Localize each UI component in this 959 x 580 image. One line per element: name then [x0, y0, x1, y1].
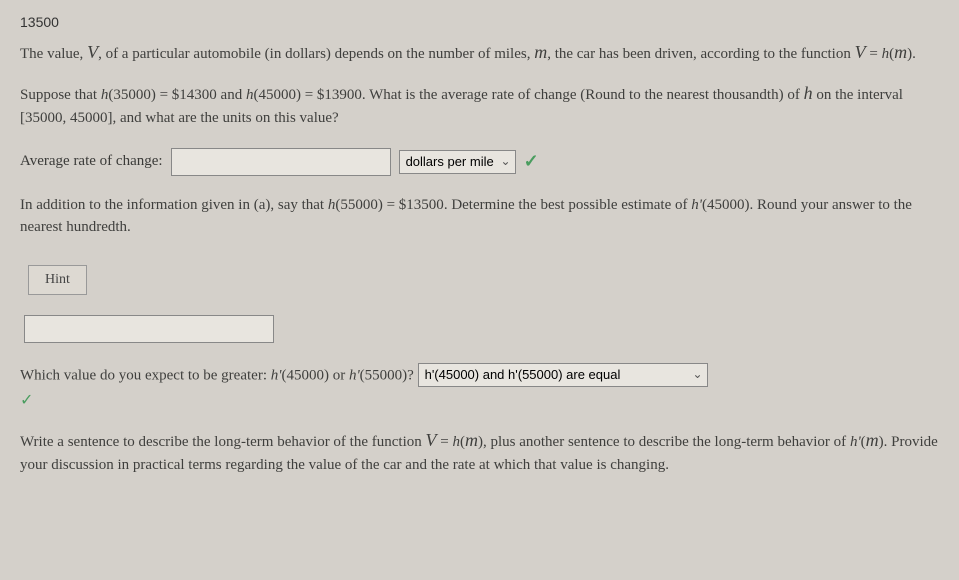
hprime-45000: h'(45000) — [691, 197, 749, 213]
avg-rate-label: Average rate of change: — [20, 150, 163, 173]
compare-text-1: Which value do you expect to be greater: — [20, 367, 271, 383]
compare-v2: h'(55000) — [349, 367, 407, 383]
addition-paragraph: In addition to the information given in … — [20, 194, 939, 239]
interval: [35000, 45000] — [20, 110, 113, 126]
fn-h45000: h(45000) = $13900 — [246, 87, 362, 103]
intro-text-2: , of a particular automobile (in dollars… — [98, 46, 534, 62]
intro-text-3: , the car has been driven, according to … — [547, 46, 854, 62]
longterm-hprime: h'(m) — [850, 434, 884, 450]
intro-text-4: . — [912, 46, 916, 62]
var-h: h — [804, 83, 813, 103]
longterm-eq: V = h(m) — [426, 434, 483, 450]
suppose-text-4: on the interval — [813, 87, 903, 103]
longterm-text-1: Write a sentence to describe the long-te… — [20, 434, 426, 450]
var-m: m — [534, 42, 547, 62]
compare-paragraph: Which value do you expect to be greater:… — [20, 363, 939, 413]
longterm-text-2: , plus another sentence to describe the … — [483, 434, 850, 450]
suppose-text-3: . What is the average rate of change (Ro… — [362, 87, 804, 103]
avg-rate-row: Average rate of change: dollars per mile… — [20, 148, 939, 176]
fn-h35000: h(35000) = $14300 — [101, 87, 217, 103]
suppose-paragraph: Suppose that h(35000) = $14300 and h(450… — [20, 80, 939, 130]
estimate-input[interactable] — [24, 315, 274, 343]
var-V: V — [87, 42, 98, 62]
suppose-text-5: , and what are the units on this value? — [113, 110, 339, 126]
addition-text-1: In addition to the information given in … — [20, 197, 328, 213]
longterm-paragraph: Write a sentence to describe the long-te… — [20, 427, 939, 477]
suppose-text-2: and — [217, 87, 246, 103]
fn-h55000: h(55000) = $13500 — [328, 197, 444, 213]
suppose-text-1: Suppose that — [20, 87, 101, 103]
compare-text-3: ? — [407, 367, 417, 383]
intro-paragraph: The value, V, of a particular automobile… — [20, 39, 939, 66]
compare-v1: h'(45000) — [271, 367, 329, 383]
checkmark-icon: ✓ — [524, 148, 539, 175]
hint-button[interactable]: Hint — [28, 265, 87, 295]
avg-rate-input[interactable] — [171, 148, 391, 176]
intro-text-1: The value, — [20, 46, 87, 62]
addition-text-2: . Determine the best possible estimate o… — [444, 197, 691, 213]
compare-text-2: or — [329, 367, 349, 383]
compare-select[interactable]: h'(45000) and h'(55000) are equal — [418, 363, 708, 387]
top-number: 13500 — [20, 12, 939, 33]
units-select[interactable]: dollars per mile — [399, 150, 516, 174]
intro-eq: V = h(m) — [855, 46, 912, 62]
checkmark-icon-2: ✓ — [20, 389, 939, 413]
